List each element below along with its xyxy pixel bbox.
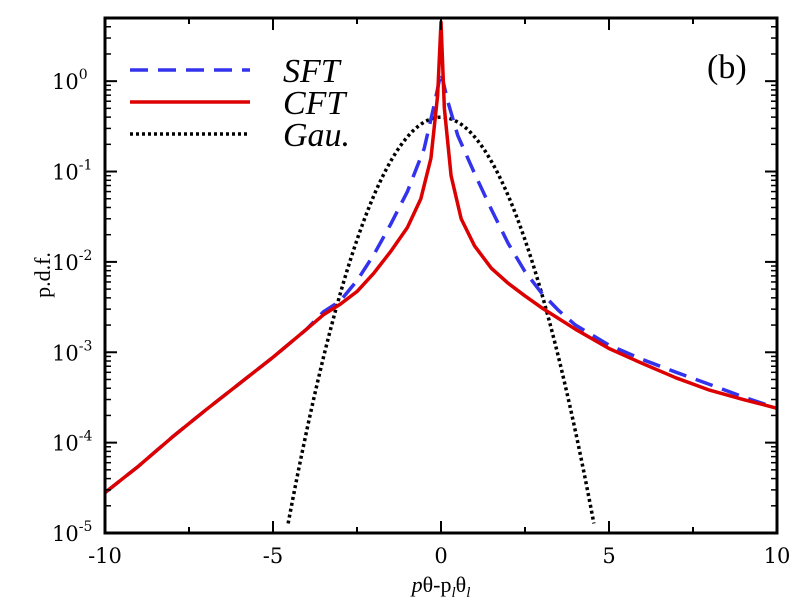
y-axis-title: p.d.f. <box>30 252 55 298</box>
y-tick-label: 10-1 <box>52 158 92 185</box>
x-axis-title-mid: θ-p <box>423 572 452 597</box>
x-tick-label: 0 <box>434 544 447 568</box>
y-tick-label: 10-5 <box>52 519 92 546</box>
y-tick-label: 10-3 <box>52 338 92 365</box>
x-tick-label: -5 <box>263 544 283 568</box>
legend-label-gau: Gau. <box>283 117 350 154</box>
y-tick-label: 10-2 <box>52 248 92 275</box>
x-tick-label: 10 <box>764 544 791 568</box>
legend: SFT CFT Gau. <box>130 53 350 154</box>
tick-layer <box>104 17 778 534</box>
x-axis-title-p: p <box>410 572 423 597</box>
legend-label-cft: CFT <box>283 85 347 122</box>
series-layer <box>103 20 778 524</box>
series-line-cft <box>103 20 778 494</box>
tick-label-layer: -10 -5 0 5 10 10-5 10-4 10-3 10-2 10-1 100 <box>52 67 790 568</box>
panel-label: (b) <box>707 49 747 86</box>
x-tick-label: 5 <box>602 544 615 568</box>
x-axis-title-theta: θ <box>456 572 467 597</box>
x-tick-label: -10 <box>88 544 122 568</box>
y-tick-label: 10-4 <box>52 429 92 456</box>
x-axis-title: pθ-plθl <box>410 572 471 601</box>
y-tick-label: 100 <box>52 67 88 94</box>
x-axis-title-sub1: l <box>451 585 455 601</box>
legend-label-sft: SFT <box>283 53 342 90</box>
x-axis-title-sub2: l <box>466 585 470 601</box>
